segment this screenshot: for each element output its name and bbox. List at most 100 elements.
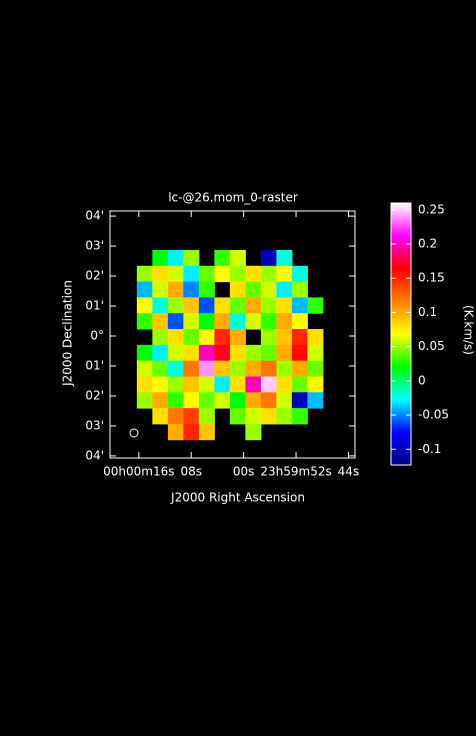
raster-cell [245, 344, 262, 362]
raster-cell [183, 392, 200, 409]
raster-cell [214, 313, 231, 330]
raster-cell [307, 344, 324, 362]
raster-cell [152, 265, 169, 283]
raster-cell [276, 360, 293, 377]
colorbar-tick-label: 0.2 [418, 237, 437, 251]
raster-cell [276, 249, 293, 267]
raster-cell [260, 249, 277, 267]
raster-cell [229, 344, 246, 362]
raster-cell [291, 329, 308, 346]
raster-cell [167, 423, 184, 441]
raster-cell [245, 408, 262, 425]
raster-cell [167, 360, 184, 377]
raster-cell [245, 265, 262, 283]
raster-cell [276, 392, 293, 409]
raster-cell [229, 360, 246, 377]
raster-cell [291, 376, 308, 393]
y-tick-label: 02' [85, 269, 104, 283]
y-tick-label: 01' [85, 299, 104, 313]
raster-cell [260, 408, 277, 425]
raster-cell [214, 249, 231, 267]
raster-cell [229, 313, 246, 330]
raster-cell [245, 297, 262, 314]
raster-cell [198, 281, 215, 298]
y-tick-label: 03' [85, 418, 104, 432]
raster-cell [167, 408, 184, 425]
raster-cell [260, 360, 277, 377]
x-tick-label: 23h59m52s [260, 465, 331, 479]
raster-cell [167, 297, 184, 314]
raster-cell [167, 392, 184, 409]
raster-cell [183, 376, 200, 393]
x-tick-label: 00s [233, 465, 255, 479]
y-tick-label: 0° [90, 328, 104, 342]
x-tick-label: 00h00m16s [103, 465, 174, 479]
raster-cell [291, 392, 308, 409]
raster-cell [198, 344, 215, 362]
raster-cell [214, 360, 231, 377]
raster-cell [214, 392, 231, 409]
colorbar [390, 202, 412, 466]
raster-cell [291, 313, 308, 330]
raster-cell [136, 392, 153, 409]
raster-cell [229, 265, 246, 283]
x-tick-label: 44s [338, 465, 360, 479]
raster-cell [167, 313, 184, 330]
raster-cell [291, 344, 308, 362]
raster-cell [214, 329, 231, 346]
plot-frame [109, 210, 356, 459]
raster-cell [183, 329, 200, 346]
raster-cell [276, 313, 293, 330]
colorbar-tick-label: 0.1 [418, 305, 437, 319]
raster-cell [245, 313, 262, 330]
x-axis-label: J2000 Right Ascension [170, 491, 305, 505]
y-tick-label: 03' [85, 239, 104, 253]
raster-cell [167, 329, 184, 346]
colorbar-tick-label: -0.05 [418, 408, 449, 422]
raster-cell [260, 313, 277, 330]
raster-cell [198, 408, 215, 425]
raster-cell [260, 265, 277, 283]
raster-cell [214, 376, 231, 393]
raster-cell [307, 360, 324, 377]
raster-cell [167, 281, 184, 298]
raster-cell [291, 265, 308, 283]
raster-cell [229, 297, 246, 314]
raster-cell [260, 376, 277, 393]
raster-cell [260, 392, 277, 409]
raster-cell [276, 281, 293, 298]
raster-cell [152, 281, 169, 298]
raster-cell [152, 344, 169, 362]
raster-cell [183, 360, 200, 377]
raster-cell [214, 297, 231, 314]
raster-cell [136, 281, 153, 298]
raster-cell [183, 249, 200, 267]
raster-cell [152, 249, 169, 267]
raster-cell [183, 313, 200, 330]
beam [129, 428, 139, 438]
raster-cell [198, 313, 215, 330]
raster-cell [307, 297, 324, 314]
raster-cell [245, 423, 262, 441]
raster-cell [260, 297, 277, 314]
raster-cell [307, 329, 324, 346]
raster-cell [152, 360, 169, 377]
raster-cell [136, 265, 153, 283]
y-tick-label: 01' [85, 358, 104, 372]
raster-cell [198, 376, 215, 393]
raster-cell [307, 392, 324, 409]
colorbar-tick-label: 0.15 [418, 271, 445, 285]
raster-cell [198, 392, 215, 409]
raster-cell [291, 408, 308, 425]
raster-cell [152, 313, 169, 330]
colorbar-tick-label: 0 [418, 373, 426, 387]
raster-cell [276, 297, 293, 314]
raster-cell [229, 329, 246, 346]
raster-cell [136, 344, 153, 362]
raster-cell [229, 249, 246, 267]
raster-cell [183, 297, 200, 314]
y-tick-label: 02' [85, 388, 104, 402]
raster-cell [167, 265, 184, 283]
